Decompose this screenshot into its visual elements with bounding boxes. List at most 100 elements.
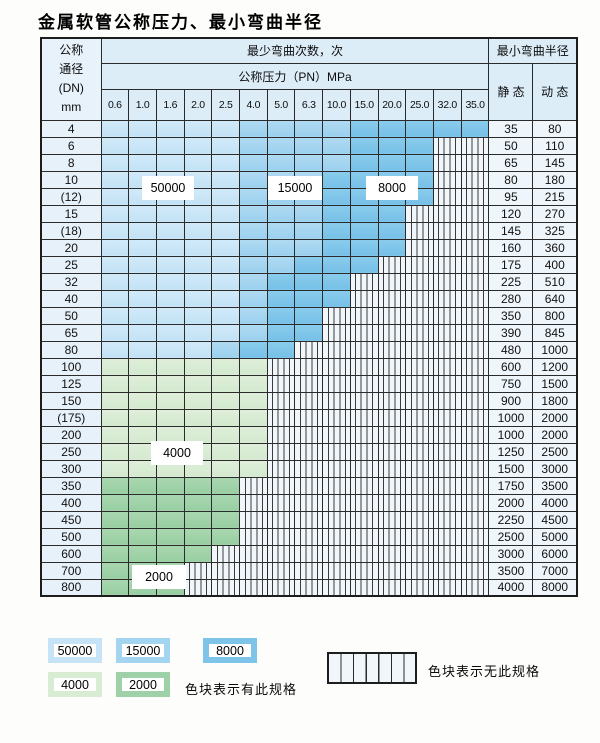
spec-cell-D <box>405 119 434 138</box>
spec-cell-D <box>322 204 351 223</box>
spec-cell-X <box>266 578 296 597</box>
spec-cell-X <box>460 187 490 206</box>
spec-cell-X <box>266 374 296 393</box>
spec-cell-G <box>183 408 213 427</box>
spec-cell-X <box>460 153 490 172</box>
spec-cell-X <box>460 170 490 189</box>
spec-cell-M <box>294 136 324 155</box>
spec-cell-E <box>211 476 241 495</box>
spec-cell-X <box>432 323 462 342</box>
spec-cell-X <box>294 476 324 495</box>
spec-cell-L <box>211 204 241 223</box>
spec-cell-E <box>128 510 157 529</box>
dn-cell: 50 <box>40 306 102 325</box>
spec-cell-L <box>183 340 213 359</box>
spec-cell-X <box>432 544 462 563</box>
spec-cell-E <box>100 527 130 546</box>
spec-cell-D <box>349 119 379 138</box>
spec-cell-X <box>349 459 379 478</box>
table-row: 40 280 640 <box>40 289 578 308</box>
spec-cell-X <box>266 510 296 529</box>
spec-cell-X <box>432 238 462 257</box>
dn-cell: 200 <box>40 425 102 444</box>
spec-cell-L <box>155 340 185 359</box>
spec-cell-L <box>100 340 130 359</box>
spec-cell-G <box>100 425 130 444</box>
spec-cell-D <box>349 221 379 240</box>
spec-cell-E <box>155 493 185 512</box>
spec-cell-L <box>155 153 185 172</box>
spec-cell-X <box>322 476 351 495</box>
spec-cell-X <box>460 493 490 512</box>
spec-cell-X <box>349 527 379 546</box>
pressure-tick: 6.3 <box>294 88 324 121</box>
spec-cell-D <box>349 153 379 172</box>
table-row: 6 50 110 <box>40 136 578 155</box>
spec-cell-L <box>100 153 130 172</box>
spec-cell-L <box>155 136 185 155</box>
spec-cell-M <box>211 340 241 359</box>
dynamic-radius-cell: 80 <box>532 119 578 138</box>
spec-cell-X <box>349 391 379 410</box>
spec-cell-L <box>128 340 157 359</box>
spec-cell-X <box>322 561 351 580</box>
static-radius-cell: 225 <box>488 272 534 291</box>
spec-cell-X <box>349 323 379 342</box>
static-radius-cell: 1000 <box>488 408 534 427</box>
spec-cell-X <box>405 221 434 240</box>
spec-cell-X <box>432 561 462 580</box>
spec-cell-E <box>183 544 213 563</box>
spec-cell-D <box>432 119 462 138</box>
static-radius-cell: 390 <box>488 323 534 342</box>
spec-cell-E <box>100 510 130 529</box>
spec-cell-G <box>239 374 268 393</box>
spec-cell-X <box>432 187 462 206</box>
static-radius-cell: 3000 <box>488 544 534 563</box>
table-row: 65 390 845 <box>40 323 578 342</box>
static-radius-cell: 65 <box>488 153 534 172</box>
spec-cell-G <box>155 374 185 393</box>
spec-cell-X <box>432 289 462 308</box>
spec-cell-X <box>405 578 434 597</box>
pressure-tick: 2.0 <box>183 88 213 121</box>
dn-cell: 500 <box>40 527 102 546</box>
table-row: 250 1250 2500 <box>40 442 578 461</box>
spec-cell-X <box>405 204 434 223</box>
dynamic-radius-cell: 110 <box>532 136 578 155</box>
spec-cell-D <box>322 272 351 291</box>
spec-cell-X <box>294 527 324 546</box>
spec-cell-X <box>266 357 296 376</box>
table-row: 80 480 1000 <box>40 340 578 359</box>
spec-cell-L <box>155 306 185 325</box>
spec-cell-G <box>183 425 213 444</box>
pressure-header: 公称压力（PN）MPa <box>100 62 490 90</box>
spec-cell-M <box>239 289 268 308</box>
spec-cell-X <box>349 510 379 529</box>
spec-cell-X <box>460 306 490 325</box>
spec-cell-L <box>211 170 241 189</box>
spec-cell-X <box>377 306 407 325</box>
static-radius-cell: 480 <box>488 340 534 359</box>
table-row: 125 750 1500 <box>40 374 578 393</box>
dn-cell: 40 <box>40 289 102 308</box>
spec-cell-X <box>405 561 434 580</box>
dn-header-line: mm <box>61 100 82 115</box>
spec-cell-D <box>322 238 351 257</box>
spec-cell-X <box>432 170 462 189</box>
spec-cell-M <box>239 255 268 274</box>
pressure-tick: 35.0 <box>460 88 490 121</box>
spec-cell-D <box>377 153 407 172</box>
spec-cell-D <box>377 119 407 138</box>
spec-cell-X <box>432 476 462 495</box>
spec-cell-M <box>239 204 268 223</box>
spec-cell-X <box>322 391 351 410</box>
spec-cell-G <box>239 425 268 444</box>
spec-cell-L <box>155 204 185 223</box>
dynamic-radius-cell: 7000 <box>532 561 578 580</box>
static-radius-cell: 175 <box>488 255 534 274</box>
spec-cell-L <box>100 221 130 240</box>
spec-cell-X <box>377 527 407 546</box>
spec-cell-X <box>266 408 296 427</box>
dynamic-radius-cell: 1800 <box>532 391 578 410</box>
